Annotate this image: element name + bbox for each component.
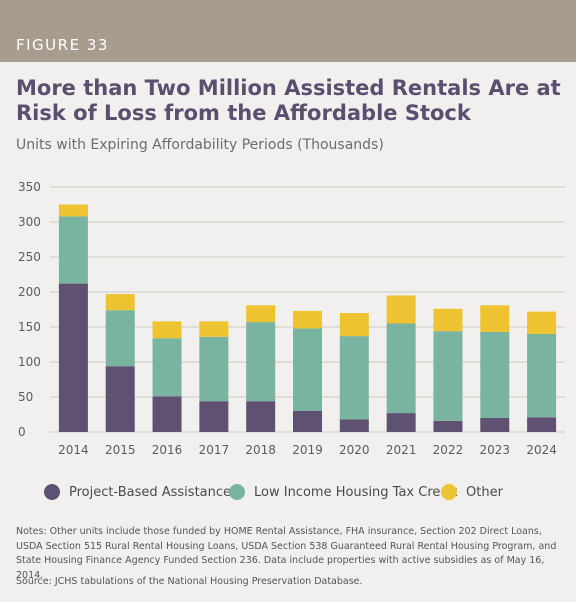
figure-header-band: FIGURE 33 — [0, 0, 576, 62]
y-tick-label-300: 300 — [18, 215, 41, 229]
bar-2024-series-2 — [527, 311, 557, 334]
bar-2024-series-0 — [527, 417, 557, 432]
x-tick-label-2017: 2017 — [199, 443, 230, 457]
bar-2016-series-2 — [152, 321, 182, 339]
legend-label-lihtc: Low Income Housing Tax Credit — [254, 484, 458, 500]
x-tick-label-2023: 2023 — [479, 443, 510, 457]
bar-2017-series-2 — [199, 321, 229, 337]
bar-2023-series-0 — [480, 418, 510, 432]
bar-2022-series-1 — [433, 331, 463, 421]
legend-item-project-based: Project-Based Assistance — [44, 484, 231, 500]
y-tick-label-250: 250 — [18, 250, 41, 264]
bar-2014-series-0 — [58, 283, 88, 432]
x-tick-label-2014: 2014 — [58, 443, 89, 457]
legend-swatch-project-based — [44, 484, 60, 500]
bar-2016-series-1 — [152, 338, 182, 397]
y-tick-label-150: 150 — [18, 320, 41, 334]
bar-2022-series-0 — [433, 420, 463, 432]
bar-2017-series-1 — [199, 336, 229, 402]
legend-label-other: Other — [466, 484, 503, 500]
y-tick-label-0: 0 — [18, 425, 26, 439]
bar-2021-series-2 — [386, 295, 416, 324]
bar-2020-series-2 — [339, 313, 369, 337]
bar-2018-series-0 — [246, 401, 276, 432]
bar-2016-series-0 — [152, 396, 182, 432]
y-tick-label-200: 200 — [18, 285, 41, 299]
legend-label-project-based: Project-Based Assistance — [69, 484, 232, 500]
bar-2021-series-1 — [386, 323, 416, 414]
x-tick-label-2018: 2018 — [245, 443, 276, 457]
x-tick-label-2021: 2021 — [386, 443, 417, 457]
legend-swatch-other — [441, 484, 457, 500]
figure-label: FIGURE 33 — [16, 36, 109, 54]
bar-2020-series-1 — [339, 336, 369, 420]
bar-2014-series-1 — [58, 216, 88, 284]
x-tick-label-2016: 2016 — [152, 443, 183, 457]
bar-2024-series-1 — [527, 334, 557, 418]
bar-2022-series-2 — [433, 308, 463, 332]
y-tick-label-50: 50 — [18, 390, 33, 404]
chart-subtitle: Units with Expiring Affordability Period… — [16, 137, 384, 153]
bar-2014-series-2 — [58, 204, 88, 217]
bar-2015-series-2 — [105, 294, 135, 311]
chart-source: Source: JCHS tabulations of the National… — [16, 576, 363, 587]
bar-2021-series-0 — [386, 413, 416, 432]
chart-title: More than Two Million Assisted Rentals A… — [16, 76, 561, 125]
x-tick-label-2020: 2020 — [339, 443, 370, 457]
bar-2023-series-2 — [480, 305, 510, 332]
bar-2018-series-1 — [246, 322, 276, 402]
y-tick-label-350: 350 — [18, 180, 41, 194]
bar-2023-series-1 — [480, 331, 510, 418]
bar-2018-series-2 — [246, 305, 276, 323]
bar-2019-series-2 — [293, 310, 322, 329]
legend-item-lihtc: Low Income Housing Tax Credit — [229, 484, 457, 500]
legend-item-other: Other — [441, 484, 503, 500]
bar-2020-series-0 — [339, 419, 369, 432]
bar-2015-series-1 — [105, 310, 135, 367]
x-tick-label-2019: 2019 — [292, 443, 323, 457]
x-tick-label-2024: 2024 — [526, 443, 557, 457]
bar-2019-series-1 — [293, 328, 322, 411]
bar-2015-series-0 — [105, 366, 135, 432]
chart-legend: Project-Based Assistance Low Income Hous… — [44, 484, 564, 506]
y-tick-label-100: 100 — [18, 355, 41, 369]
chart-notes: Notes: Other units include those funded … — [16, 526, 557, 581]
bar-2017-series-0 — [199, 401, 229, 432]
bar-2019-series-0 — [293, 411, 322, 432]
legend-swatch-lihtc — [229, 484, 245, 500]
x-tick-label-2022: 2022 — [433, 443, 464, 457]
stacked-bar-chart: 0 50 100 150 200 250 300 350 2014 2015 2016 2017 201… — [18, 180, 565, 457]
x-tick-label-2015: 2015 — [105, 443, 136, 457]
